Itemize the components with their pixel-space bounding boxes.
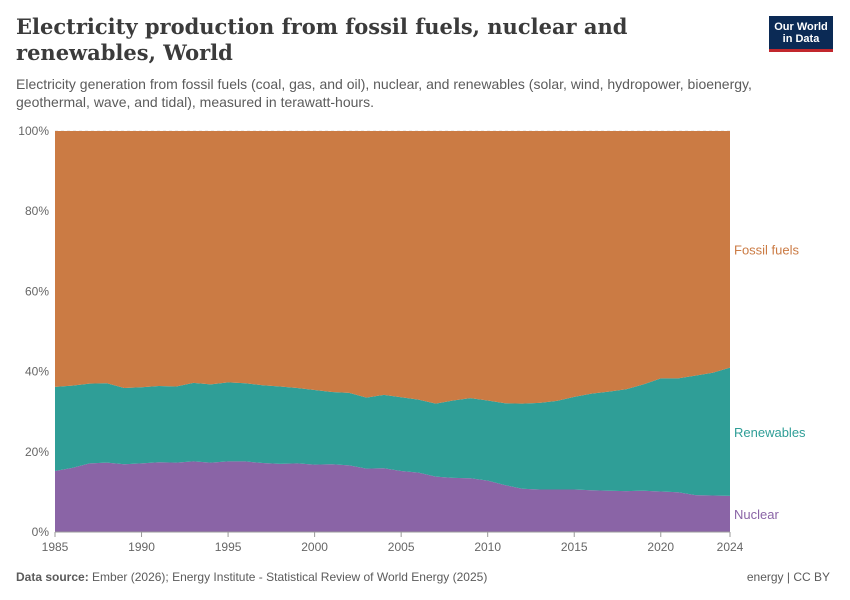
data-source-text: Ember (2026); Energy Institute - Statist… [92,570,488,584]
axis-layer: 0% 20% 40% 60% 80% 100% 1985 1990 1995 2000 2005 20… [18,124,743,554]
x-tick-label: 1985 [42,540,69,554]
x-tick-label: 2015 [561,540,588,554]
logo-line-2: in Data [782,33,820,45]
x-tick-label: 2005 [388,540,415,554]
series-label-nuclear: Nuclear [734,507,779,522]
x-tick-label: 1995 [215,540,242,554]
y-tick-label: 40% [25,365,49,379]
x-tick-label: 2010 [474,540,501,554]
x-tick-label: 1990 [128,540,155,554]
x-tick-label: 2024 [717,540,744,554]
area-renewables[interactable] [55,367,730,496]
x-tick-label: 2020 [647,540,674,554]
area-layer [55,131,730,532]
area-fossil-fuels[interactable] [55,131,730,404]
data-source: Data source: Ember (2026); Energy Instit… [16,570,487,584]
license-link[interactable]: energy | CC BY [746,570,830,584]
logo-line-1: Our World [774,21,828,33]
series-label-fossil-fuels: Fossil fuels [734,242,800,257]
data-source-label: Data source: [16,570,89,584]
owid-logo[interactable]: Our World in Data [769,16,833,52]
chart-subtitle: Electricity generation from fossil fuels… [16,76,752,110]
y-tick-label: 20% [25,445,49,459]
area-nuclear[interactable] [55,461,730,532]
y-tick-label: 0% [32,525,50,539]
series-label-renewables: Renewables [734,425,806,440]
series-label-layer: Nuclear Renewables Fossil fuels [734,242,806,522]
y-tick-label: 80% [25,204,49,218]
y-tick-label: 100% [18,124,49,138]
y-tick-label: 60% [25,284,49,298]
chart-title: Electricity production from fossil fuels… [16,14,628,65]
x-tick-label: 2000 [301,540,328,554]
